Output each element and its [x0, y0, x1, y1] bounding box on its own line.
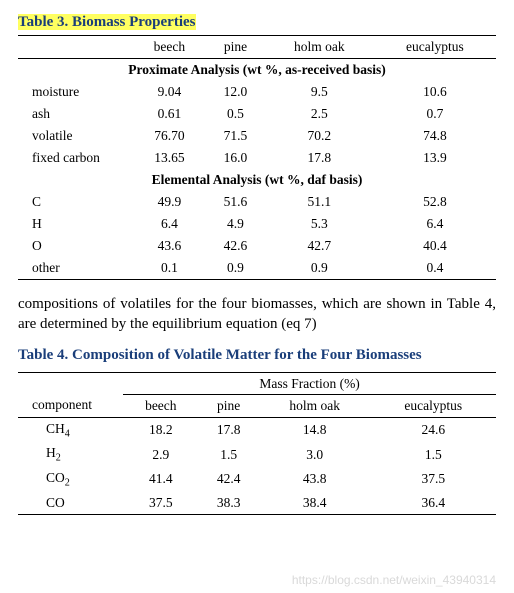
cell: 2.9 — [123, 442, 198, 467]
row-label: O — [18, 235, 133, 257]
body-paragraph: compositions of volatiles for the four b… — [18, 294, 496, 335]
table4: Mass Fraction (%) component beech pine h… — [18, 372, 496, 515]
col-pine: pine — [206, 36, 265, 59]
cell: 42.4 — [198, 467, 258, 492]
cell: 9.5 — [265, 81, 374, 103]
cell: 0.9 — [265, 257, 374, 280]
cell: 10.6 — [374, 81, 496, 103]
row-label: H — [18, 213, 133, 235]
cell: 14.8 — [259, 417, 371, 442]
row-label: CH4 — [18, 417, 123, 442]
cell: 38.4 — [259, 492, 371, 515]
t4-col-beech: beech — [123, 394, 198, 417]
cell: 43.6 — [133, 235, 206, 257]
cell: 74.8 — [374, 125, 496, 147]
cell: 3.0 — [259, 442, 371, 467]
cell: 36.4 — [371, 492, 496, 515]
cell: 13.65 — [133, 147, 206, 169]
cell: 18.2 — [123, 417, 198, 442]
cell: 43.8 — [259, 467, 371, 492]
row-label: C — [18, 191, 133, 213]
table4-title: Table 4. Composition of Volatile Matter … — [18, 347, 496, 364]
cell: 17.8 — [198, 417, 258, 442]
cell: 49.9 — [133, 191, 206, 213]
row-label: CO2 — [18, 467, 123, 492]
cell: 52.8 — [374, 191, 496, 213]
cell: 1.5 — [198, 442, 258, 467]
t4-col-eucalyptus: eucalyptus — [371, 394, 496, 417]
cell: 71.5 — [206, 125, 265, 147]
cell: 41.4 — [123, 467, 198, 492]
cell: 5.3 — [265, 213, 374, 235]
cell: 9.04 — [133, 81, 206, 103]
cell: 13.9 — [374, 147, 496, 169]
cell: 4.9 — [206, 213, 265, 235]
row-label: other — [18, 257, 133, 280]
watermark: https://blog.csdn.net/weixin_43940314 — [292, 573, 496, 587]
table3: beech pine holm oak eucalyptus Proximate… — [18, 35, 496, 280]
cell: 42.7 — [265, 235, 374, 257]
cell: 16.0 — [206, 147, 265, 169]
cell: 0.61 — [133, 103, 206, 125]
t4-col-pine: pine — [198, 394, 258, 417]
col-component: component — [18, 394, 123, 417]
row-label: ash — [18, 103, 133, 125]
cell: 17.8 — [265, 147, 374, 169]
cell: 0.1 — [133, 257, 206, 280]
col-beech: beech — [133, 36, 206, 59]
cell: 38.3 — [198, 492, 258, 515]
table3-title: Table 3. Biomass Properties — [18, 14, 496, 31]
row-label: fixed carbon — [18, 147, 133, 169]
cell: 70.2 — [265, 125, 374, 147]
col-holmoak: holm oak — [265, 36, 374, 59]
cell: 0.4 — [374, 257, 496, 280]
row-label: CO — [18, 492, 123, 515]
group-header: Mass Fraction (%) — [123, 372, 496, 394]
cell: 6.4 — [133, 213, 206, 235]
cell: 40.4 — [374, 235, 496, 257]
cell: 0.9 — [206, 257, 265, 280]
cell: 24.6 — [371, 417, 496, 442]
cell: 37.5 — [123, 492, 198, 515]
cell: 0.5 — [206, 103, 265, 125]
cell: 0.7 — [374, 103, 496, 125]
cell: 6.4 — [374, 213, 496, 235]
section1-head: Proximate Analysis (wt %, as-received ba… — [18, 59, 496, 82]
section2-head: Elemental Analysis (wt %, daf basis) — [18, 169, 496, 191]
cell: 51.6 — [206, 191, 265, 213]
cell: 51.1 — [265, 191, 374, 213]
cell: 1.5 — [371, 442, 496, 467]
row-label: H2 — [18, 442, 123, 467]
cell: 37.5 — [371, 467, 496, 492]
row-label: volatile — [18, 125, 133, 147]
cell: 76.70 — [133, 125, 206, 147]
cell: 12.0 — [206, 81, 265, 103]
row-label: moisture — [18, 81, 133, 103]
cell: 42.6 — [206, 235, 265, 257]
t4-col-holmoak: holm oak — [259, 394, 371, 417]
cell: 2.5 — [265, 103, 374, 125]
col-eucalyptus: eucalyptus — [374, 36, 496, 59]
